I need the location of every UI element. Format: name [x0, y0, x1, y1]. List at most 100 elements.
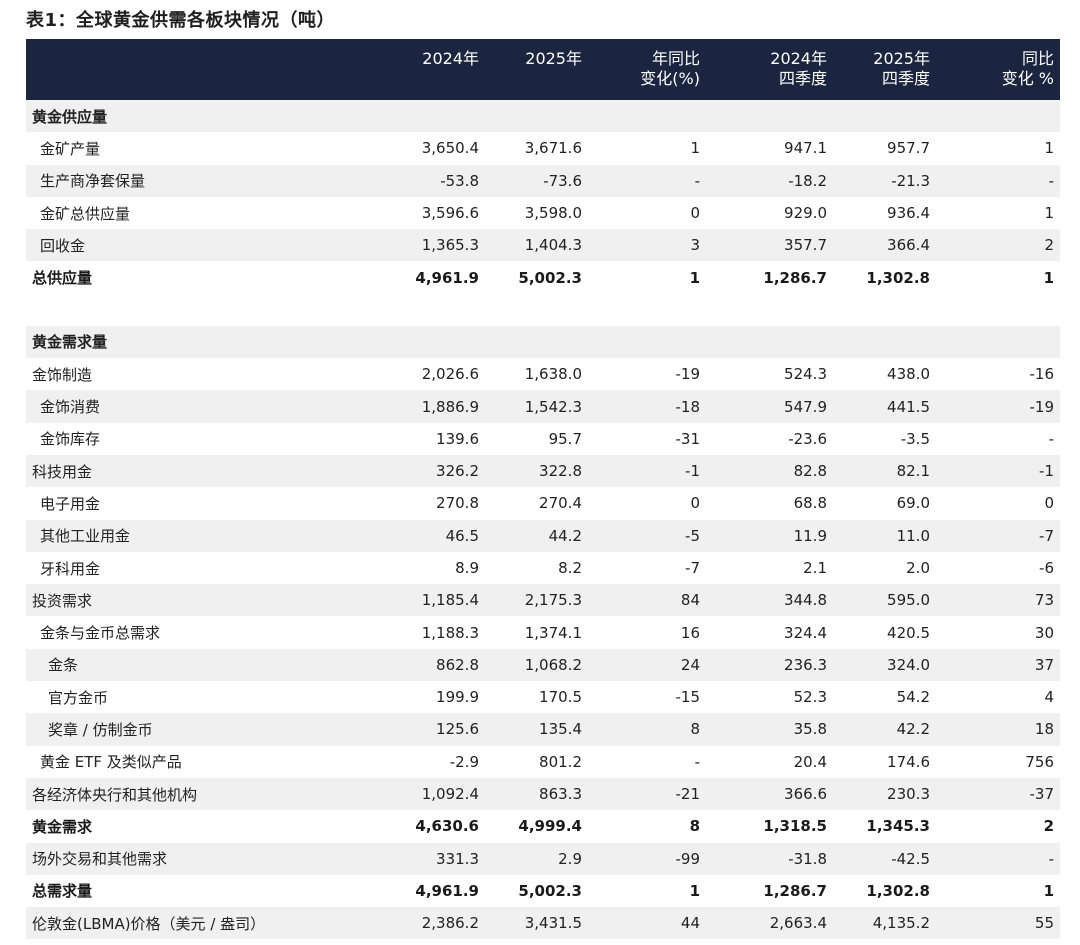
- value-cell: -18.2: [788, 171, 827, 190]
- value-cell: 236.3: [784, 655, 827, 674]
- value-cell: 947.1: [784, 139, 827, 158]
- value-cell: 8.9: [455, 559, 479, 577]
- value-cell: -5: [685, 526, 700, 545]
- row-label: 黄金需求: [32, 817, 93, 836]
- row-label: 各经济体央行和其他机构: [32, 785, 198, 804]
- value-cell: 420.5: [887, 623, 930, 642]
- row-label: 牙科用金: [40, 559, 101, 578]
- value-cell: -53.8: [440, 171, 479, 190]
- spacer-row: [26, 293, 1060, 326]
- value-cell: 524.3: [784, 365, 827, 384]
- table-row: 金饰消费 1,886.9 1,542.3 -18 547.9 441.5 -19: [26, 390, 1060, 423]
- value-cell: 929.0: [784, 204, 827, 223]
- table-row: 官方金币 199.9 170.5 -15 52.3 54.2 4: [26, 681, 1060, 713]
- table-row: 电子用金 270.8 270.4 0 68.8 69.0 0: [26, 487, 1060, 519]
- value-cell: 95.7: [548, 429, 582, 448]
- value-cell: 1: [1044, 204, 1054, 223]
- value-cell: 54.2: [896, 688, 930, 707]
- value-cell: 16: [680, 623, 700, 642]
- value-cell: 73: [1034, 591, 1054, 610]
- header-2025: 2025年: [525, 49, 582, 68]
- value-cell: -: [1048, 849, 1054, 868]
- value-cell: -31.8: [788, 849, 827, 868]
- value-cell: -: [694, 752, 700, 771]
- value-cell: 1: [1043, 268, 1054, 287]
- value-cell: -3.5: [900, 429, 930, 448]
- value-cell: 936.4: [887, 204, 930, 223]
- value-cell: 1: [690, 139, 700, 158]
- value-cell: 55: [1034, 914, 1054, 933]
- value-cell: 1: [1043, 881, 1054, 900]
- value-cell: 862.8: [436, 655, 479, 674]
- table-row: 金矿总供应量 3,596.6 3,598.0 0 929.0 936.4 1: [26, 197, 1060, 229]
- value-cell: 11.0: [896, 526, 930, 545]
- row-label: 金饰制造: [32, 365, 93, 384]
- value-cell: 82.8: [793, 462, 827, 481]
- table-title: 表1：全球黄金供需各板块情况（吨）: [26, 10, 336, 31]
- value-cell: 1,638.0: [524, 365, 582, 384]
- value-cell: 2: [1044, 236, 1054, 255]
- value-cell: 230.3: [887, 785, 930, 804]
- value-cell: 331.3: [436, 849, 479, 868]
- value-cell: 35.8: [793, 720, 827, 739]
- value-cell: 3,650.4: [421, 139, 479, 158]
- value-cell: -16: [1029, 365, 1055, 384]
- table-row: 金饰库存 139.6 95.7 -31 -23.6 -3.5 -: [26, 423, 1060, 455]
- row-label: 电子用金: [40, 494, 101, 513]
- value-cell: 756: [1025, 752, 1054, 771]
- value-cell: 5,002.3: [518, 268, 582, 287]
- value-cell: 3,598.0: [524, 204, 582, 223]
- value-cell: 801.2: [539, 752, 582, 771]
- value-cell: 170.5: [539, 688, 582, 707]
- table-row: 金矿产量 3,650.4 3,671.6 1 947.1 957.7 1: [26, 132, 1060, 164]
- header-2024-q4: 2024年 四季度: [770, 49, 827, 88]
- value-cell: 1,286.7: [763, 881, 827, 900]
- value-cell: 1,365.3: [421, 236, 479, 255]
- value-cell: 0: [1044, 494, 1054, 513]
- value-cell: 139.6: [436, 429, 479, 448]
- value-cell: 125.6: [436, 720, 479, 739]
- value-cell: -19: [1029, 397, 1055, 416]
- row-label: 生产商净套保量: [40, 172, 146, 191]
- value-cell: 1: [689, 268, 700, 287]
- value-cell: 8: [690, 720, 700, 739]
- header-2025-q4: 2025年 四季度: [873, 49, 930, 88]
- value-cell: 11.9: [793, 526, 827, 545]
- value-cell: -7: [685, 559, 700, 577]
- section-header-row: 黄金需求量: [26, 325, 1060, 359]
- table-row: 牙科用金 8.9 8.2 -7 2.1 2.0 -6: [26, 552, 1060, 584]
- header-2024: 2024年: [422, 49, 479, 68]
- value-cell: 1,404.3: [524, 236, 582, 255]
- value-cell: 322.8: [539, 462, 582, 481]
- row-label: 场外交易和其他需求: [32, 850, 168, 869]
- section-header-row: 黄金供应量: [26, 100, 1060, 133]
- value-cell: 595.0: [887, 591, 930, 610]
- value-cell: 1: [689, 881, 700, 900]
- value-cell: 4: [1044, 688, 1054, 707]
- value-cell: 44.2: [548, 526, 582, 545]
- total-row: 总需求量 4,961.9 5,002.3 1 1,286.7 1,302.8 1: [26, 875, 1060, 907]
- value-cell: 3: [690, 236, 700, 255]
- table-header-row: 2024年 2025年 年同比 变化(%) 2024年 四季度 2025年 四季度 同…: [26, 39, 1060, 100]
- value-cell: 1,345.3: [866, 817, 930, 836]
- value-cell: 1,068.2: [524, 655, 582, 674]
- value-cell: 1,185.4: [421, 591, 479, 610]
- value-cell: -73.6: [543, 171, 582, 190]
- value-cell: 357.7: [784, 236, 827, 255]
- value-cell: -18: [675, 397, 701, 416]
- value-cell: 4,630.6: [415, 817, 479, 836]
- row-label: 科技用金: [32, 462, 93, 481]
- value-cell: 3,671.6: [524, 139, 582, 158]
- value-cell: 2.9: [558, 849, 582, 868]
- value-cell: 199.9: [436, 688, 479, 707]
- value-cell: -19: [675, 365, 701, 384]
- row-label: 金条: [48, 656, 79, 675]
- table-row: 金条与金币总需求 1,188.3 1,374.1 16 324.4 420.5 30: [26, 616, 1060, 648]
- section-title: 黄金需求量: [32, 333, 108, 352]
- row-label: 金矿总供应量: [40, 204, 131, 223]
- row-label: 官方金币: [48, 688, 109, 707]
- value-cell: 84: [680, 591, 700, 610]
- row-label: 回收金: [40, 236, 86, 255]
- value-cell: -: [1048, 429, 1054, 448]
- value-cell: 52.3: [793, 688, 827, 707]
